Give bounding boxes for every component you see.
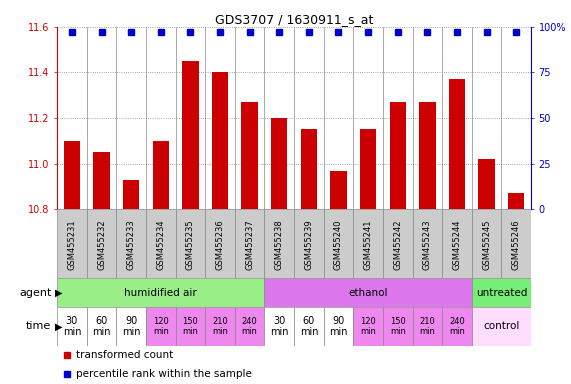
Text: GSM455242: GSM455242 [393,220,402,270]
Title: GDS3707 / 1630911_s_at: GDS3707 / 1630911_s_at [215,13,373,26]
Bar [57,278,264,307]
Text: GSM455232: GSM455232 [97,220,106,270]
Bar [324,307,353,346]
Text: time: time [26,321,51,331]
Bar [501,209,531,278]
Bar [116,307,146,346]
Text: GSM455244: GSM455244 [452,220,461,270]
Text: 210
min: 210 min [420,317,435,336]
Bar [57,209,87,278]
Bar [383,307,412,346]
Bar [442,307,472,346]
Bar [87,209,116,278]
Bar [472,209,501,278]
Bar [294,209,324,278]
Text: ▶: ▶ [55,321,63,331]
Bar [152,141,169,209]
Bar [64,141,80,209]
Bar [123,180,139,209]
Text: GSM455231: GSM455231 [67,220,77,270]
Bar [360,129,376,209]
Bar [472,278,531,307]
Text: GSM455246: GSM455246 [512,220,521,270]
Bar [235,209,264,278]
Bar [294,307,324,346]
Text: 90
min: 90 min [122,316,140,337]
Text: untreated: untreated [476,288,527,298]
Text: GSM455237: GSM455237 [245,220,254,270]
Text: GSM455233: GSM455233 [127,220,136,270]
Text: 240
min: 240 min [242,317,258,336]
Bar [242,102,258,209]
Text: GSM455239: GSM455239 [304,220,313,270]
Text: GSM455245: GSM455245 [482,220,491,270]
Bar [116,209,146,278]
Text: GSM455243: GSM455243 [423,220,432,270]
Bar [271,118,287,209]
Bar [205,307,235,346]
Bar [478,159,494,209]
Text: GSM455240: GSM455240 [334,220,343,270]
Text: 30
min: 30 min [63,316,81,337]
Bar [235,307,264,346]
Text: 30
min: 30 min [270,316,288,337]
Bar [176,209,205,278]
Bar [353,307,383,346]
Bar [146,209,176,278]
Bar [412,307,442,346]
Bar [176,307,205,346]
Bar [442,209,472,278]
Bar [212,73,228,209]
Text: transformed count: transformed count [76,350,174,360]
Text: GSM455234: GSM455234 [156,220,165,270]
Bar [182,61,199,209]
Text: 120
min: 120 min [153,317,168,336]
Text: 210
min: 210 min [212,317,228,336]
Bar [331,170,347,209]
Text: GSM455236: GSM455236 [215,220,224,270]
Bar [264,209,294,278]
Text: ▶: ▶ [55,288,63,298]
Text: ethanol: ethanol [348,288,388,298]
Text: percentile rank within the sample: percentile rank within the sample [76,369,252,379]
Bar [472,307,531,346]
Text: 90
min: 90 min [329,316,348,337]
Bar [383,209,412,278]
Bar [205,209,235,278]
Bar [412,209,442,278]
Text: 150
min: 150 min [390,317,405,336]
Text: humidified air: humidified air [124,288,197,298]
Text: agent: agent [19,288,51,298]
Bar [264,278,472,307]
Text: 60
min: 60 min [300,316,318,337]
Bar [264,307,294,346]
Text: 120
min: 120 min [360,317,376,336]
Bar [389,102,406,209]
Text: 150
min: 150 min [183,317,198,336]
Text: GSM455238: GSM455238 [275,220,284,270]
Bar [419,102,436,209]
Text: 240
min: 240 min [449,317,465,336]
Bar [57,307,87,346]
Bar [324,209,353,278]
Bar [87,307,116,346]
Bar [508,193,524,209]
Bar [94,152,110,209]
Text: 60
min: 60 min [93,316,111,337]
Bar [146,307,176,346]
Text: control: control [483,321,520,331]
Bar [353,209,383,278]
Bar [449,79,465,209]
Text: GSM455235: GSM455235 [186,220,195,270]
Text: GSM455241: GSM455241 [364,220,373,270]
Bar [301,129,317,209]
